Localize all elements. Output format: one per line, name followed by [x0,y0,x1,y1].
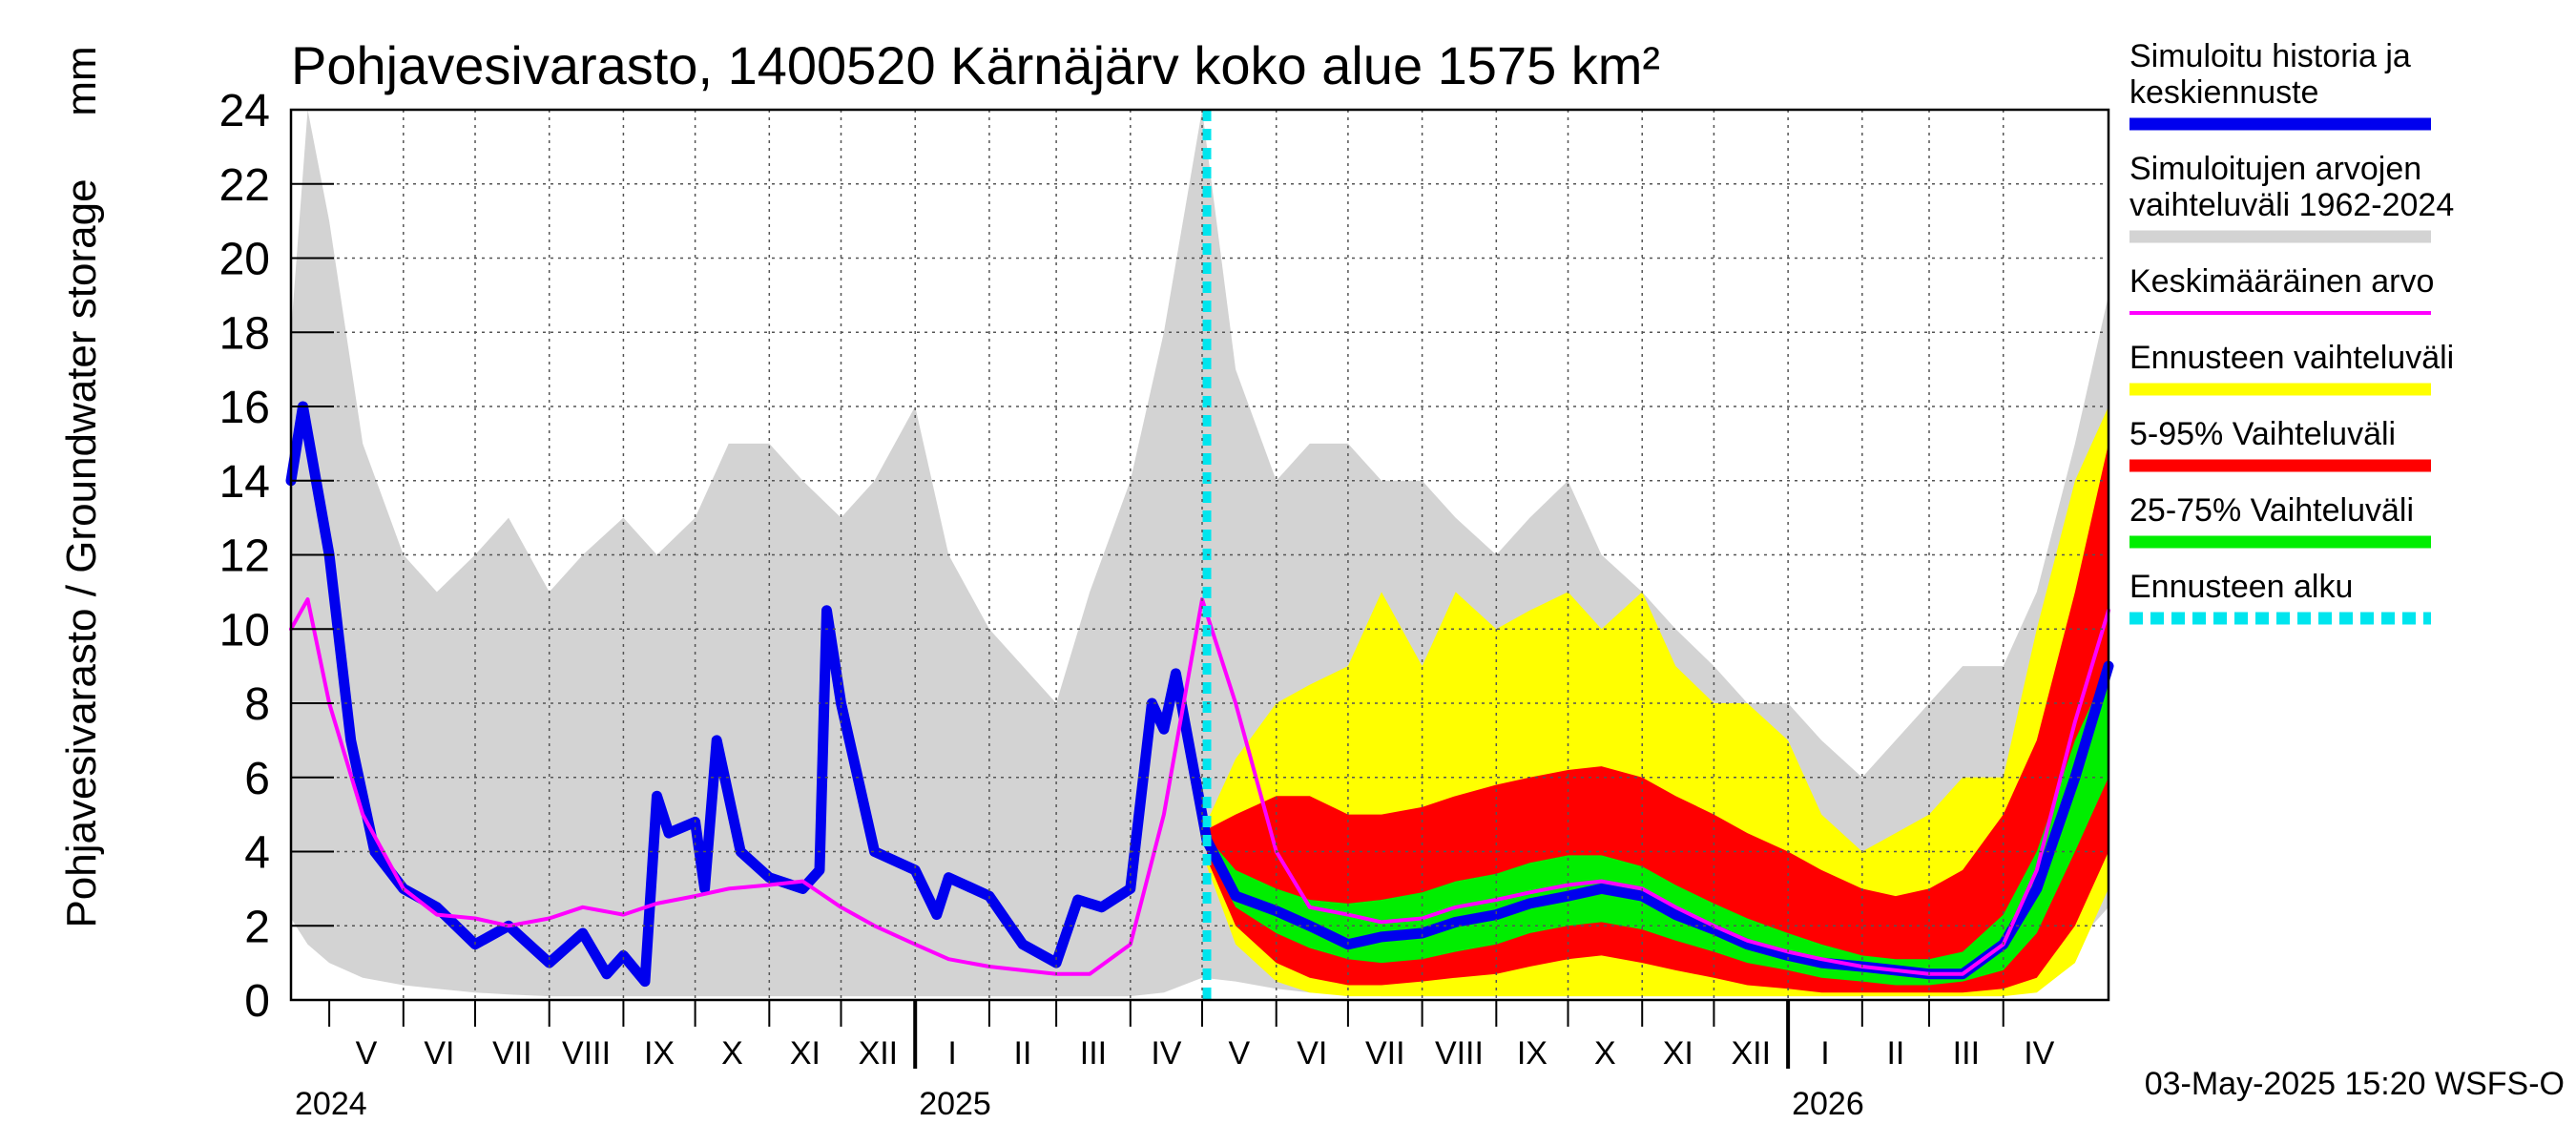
chart-title: Pohjavesivarasto, 1400520 Kärnäjärv koko… [291,35,1660,95]
legend-label: Ennusteen vaihteluväli [2129,340,2454,376]
y-tick-label: 8 [244,679,270,730]
month-label: XII [859,1035,899,1072]
year-label: 2025 [919,1086,991,1122]
y-axis-label: Pohjavesivarasto / Groundwater storage [58,178,105,927]
year-label: 2026 [1792,1086,1864,1122]
month-label: XI [790,1035,821,1072]
y-tick-label: 18 [219,308,270,359]
y-tick-label: 16 [219,383,270,433]
month-label: VIII [562,1035,611,1072]
legend-label: 5-95% Vaihteluväli [2129,416,2396,452]
band-3 [1207,666,2109,986]
legend-label: Keskimääräinen arvo [2129,263,2434,300]
month-label: X [721,1035,743,1072]
y-tick-label: 6 [244,754,270,804]
month-label: VII [492,1035,532,1072]
month-label: XII [1731,1035,1771,1072]
legend-label: Simuloitujen arvojen [2129,151,2421,187]
plot-frame [289,108,2110,1002]
month-label: IX [1517,1035,1548,1072]
y-tick-label: 22 [219,160,270,211]
y-tick-label: 24 [219,86,270,136]
month-label: I [1820,1035,1829,1072]
y-tick-label: 4 [244,828,270,879]
month-label: III [1953,1035,1980,1072]
legend-label: Simuloitu historia ja [2129,38,2411,74]
legend-label: Ennusteen alku [2129,569,2353,605]
y-axis-unit: mm [58,46,105,115]
y-tick-label: 2 [244,902,270,952]
month-label: II [1886,1035,1904,1072]
month-label: VIII [1435,1035,1484,1072]
mean-value-line [289,597,2110,976]
month-label: IV [1151,1035,1181,1072]
y-tick-label: 0 [244,976,270,1027]
month-label: V [1229,1035,1251,1072]
month-label: XI [1663,1035,1693,1072]
month-label: V [356,1035,378,1072]
month-label: I [947,1035,956,1072]
year-label: 2024 [295,1086,367,1122]
simulated-history-line [285,401,2114,988]
y-tick-label: 10 [219,605,270,656]
month-label: II [1014,1035,1032,1072]
footer-timestamp: 03-May-2025 15:20 WSFS-O [2145,1066,2565,1102]
month-label: III [1080,1035,1107,1072]
month-label: X [1594,1035,1616,1072]
legend-label: keskiennuste [2129,74,2318,111]
month-label: VII [1365,1035,1405,1072]
band-2 [1207,443,2109,993]
month-label: IV [2024,1035,2054,1072]
month-label: VI [424,1035,454,1072]
month-label: IX [644,1035,675,1072]
y-tick-label: 20 [219,235,270,285]
legend-label: 25-75% Vaihteluväli [2129,492,2414,529]
legend-label: vaihteluväli 1962-2024 [2129,187,2454,223]
y-tick-label: 12 [219,531,270,582]
y-tick-label: 14 [219,457,270,508]
month-label: VI [1297,1035,1327,1072]
